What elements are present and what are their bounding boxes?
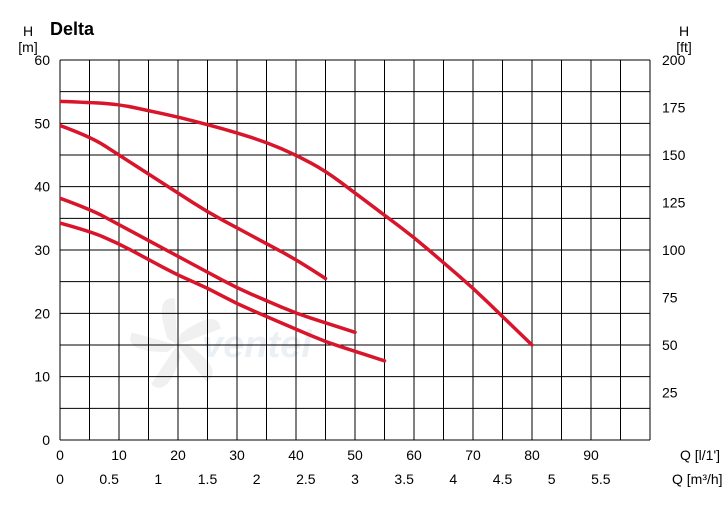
bottom2-tick: 1 bbox=[154, 471, 162, 487]
left-tick: 60 bbox=[34, 52, 50, 68]
bottom2-tick: 3.5 bbox=[394, 471, 414, 487]
left-tick: 40 bbox=[34, 179, 50, 195]
bottom1-axis-label: Q [l/1'] bbox=[680, 447, 720, 463]
right-tick: 125 bbox=[662, 195, 686, 211]
bottom2-tick: 1.5 bbox=[198, 471, 218, 487]
left-tick: 20 bbox=[34, 305, 50, 321]
bottom1-tick: 0 bbox=[56, 447, 64, 463]
bottom1-tick: 40 bbox=[288, 447, 304, 463]
right-tick: 75 bbox=[662, 290, 678, 306]
bottom2-tick: 4 bbox=[449, 471, 457, 487]
pump-performance-chart: ventelDeltaH[m]0102030405060H[ft]2550751… bbox=[0, 0, 722, 510]
left-tick: 30 bbox=[34, 242, 50, 258]
bottom1-tick: 90 bbox=[583, 447, 599, 463]
bottom2-tick: 4.5 bbox=[493, 471, 513, 487]
bottom2-tick: 0 bbox=[56, 471, 64, 487]
bottom1-tick: 10 bbox=[111, 447, 127, 463]
bottom2-tick: 2 bbox=[253, 471, 261, 487]
right-tick: 100 bbox=[662, 242, 686, 258]
bottom1-tick: 70 bbox=[465, 447, 481, 463]
watermark: ventel bbox=[130, 298, 313, 388]
left-tick: 0 bbox=[42, 432, 50, 448]
bottom2-axis-label: Q [m³/h] bbox=[672, 471, 722, 487]
right-tick: 150 bbox=[662, 147, 686, 163]
right-tick: 175 bbox=[662, 100, 686, 116]
bottom1-tick: 30 bbox=[229, 447, 245, 463]
bottom1-tick: 20 bbox=[170, 447, 186, 463]
bottom1-tick: 80 bbox=[524, 447, 540, 463]
curve2 bbox=[54, 123, 325, 278]
bottom2-tick: 3 bbox=[351, 471, 359, 487]
bottom2-tick: 0.5 bbox=[99, 471, 119, 487]
left-tick: 10 bbox=[34, 369, 50, 385]
chart-title: Delta bbox=[50, 19, 95, 39]
left-tick: 50 bbox=[34, 115, 50, 131]
right-tick: 200 bbox=[662, 52, 686, 68]
right-axis-label-top: H bbox=[679, 23, 689, 39]
left-axis-label-top: H bbox=[23, 23, 33, 39]
right-tick: 25 bbox=[662, 385, 678, 401]
bottom2-tick: 2.5 bbox=[296, 471, 316, 487]
bottom1-tick: 60 bbox=[406, 447, 422, 463]
bottom2-tick: 5 bbox=[548, 471, 556, 487]
bottom1-tick: 50 bbox=[347, 447, 363, 463]
chart-svg: ventelDeltaH[m]0102030405060H[ft]2550751… bbox=[0, 0, 722, 510]
bottom2-tick: 5.5 bbox=[591, 471, 611, 487]
curve1 bbox=[54, 101, 532, 345]
right-tick: 50 bbox=[662, 337, 678, 353]
curve3 bbox=[54, 196, 355, 332]
